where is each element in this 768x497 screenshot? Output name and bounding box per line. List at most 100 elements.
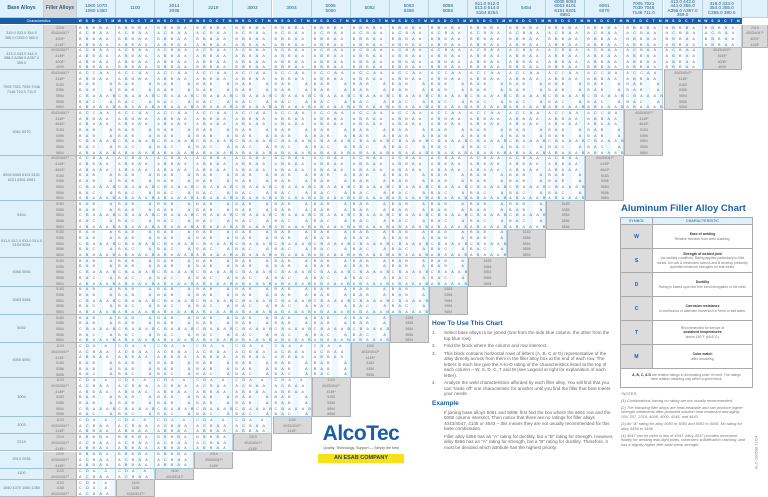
characteristic-letter: M — [697, 19, 701, 23]
rating-line: ABAAAB — [274, 150, 315, 155]
characteristic-letter: C — [254, 19, 258, 23]
rating-line: ACBAA — [274, 349, 314, 354]
rating-line: ABAAAB — [79, 338, 120, 343]
characteristic-letter: M — [424, 19, 427, 23]
rating-line: ACBAA — [391, 48, 431, 53]
rating-line: ABBAA — [235, 116, 275, 121]
rating-line: CDA A — [118, 417, 156, 422]
filler-alloy-tail: 2319 4043/4047* 4009* 4145* — [741, 25, 768, 48]
rating-line: CBAAAB — [352, 213, 394, 218]
rating-block: BAB A BAB A CBAAAB BAC A ABAAAB — [77, 258, 117, 287]
rating-block: CDA A ACBAA ABBAA BAB A BAB A BAC A — [233, 343, 275, 378]
rating-line: ABAAA — [157, 167, 196, 172]
rating-line: ABAAAB — [587, 105, 628, 110]
characteristic-letter: T — [144, 19, 147, 23]
rating-line: ABAAAB — [470, 253, 511, 258]
rating-line: ABAAAB — [313, 224, 354, 229]
filler-alloy: 5654 — [56, 150, 64, 155]
rating-line: BAC A — [196, 275, 234, 280]
rating-line: ABBAA — [274, 389, 314, 394]
filler-alloy: 4043/4047* — [51, 349, 69, 354]
rating-line: BAB A — [430, 258, 469, 263]
rating-line: ABAAAB — [196, 105, 237, 110]
rating-line: ABBAA — [157, 162, 196, 167]
characteristic-letter: W — [704, 19, 708, 23]
rating-line: ACBAA — [313, 31, 353, 36]
filler-alloy-list: 2319 4043/4047* 4145* — [44, 434, 77, 452]
rating-line: ABAAA — [470, 122, 509, 127]
rating-line: ACBAA — [235, 48, 275, 53]
rating-line: BAB A — [196, 292, 234, 297]
rating-line: BAC A — [196, 412, 234, 417]
rating-block: BAB A BAB A CBAAAB BAC A ABAAAB — [116, 258, 156, 287]
column-header: 2014 2036 — [155, 0, 195, 18]
rating-line: ABBAA — [274, 42, 314, 47]
characteristic-letter: S — [515, 19, 518, 23]
rating-line: BAB A — [626, 82, 664, 87]
filler-alloy: 5554 — [679, 93, 687, 98]
rating-block: ACBAA ABBAA ABBAA BBBAA — [468, 47, 509, 71]
rating-line: BAB A — [157, 400, 195, 405]
filler-alloy: 1100 — [56, 378, 64, 383]
rating-line: ACBAA — [118, 156, 158, 161]
rating-line: ABBAA — [587, 42, 627, 47]
rating-line: BBBAA — [548, 36, 587, 41]
rating-line: BBBBA — [118, 25, 157, 30]
rating-block: BBBBA ACBAA BBBAA ABBAA — [702, 25, 742, 48]
rating-line: ACBAA — [235, 349, 275, 354]
rating-line: BAB A — [430, 133, 469, 138]
filler-alloy: 5556 — [56, 190, 64, 195]
rating-line: BBBAA — [352, 65, 392, 70]
filler-alloy-tail: 5183 5356 5554 5556 5654 — [389, 315, 429, 344]
filler-alloy: 1100 — [170, 469, 179, 474]
rating-line: ACCAA — [79, 110, 119, 115]
rating-line: BAB A — [118, 315, 156, 320]
rating-line: ABBAA — [235, 59, 275, 64]
rating-line: ACBAA — [235, 31, 275, 36]
rating-block: ACBAA ABBAA ABBAA BBBAA — [428, 47, 468, 71]
rating-line: BAB A — [157, 236, 195, 240]
base-alloy-row-label: 413.0 443.0 444.0 356.0 A356.0 A357.0 35… — [0, 47, 44, 71]
rating-line: CBAAAB — [313, 139, 355, 144]
rating-line: CDA A — [196, 378, 234, 383]
rating-line: BAB A — [157, 395, 195, 400]
rating-line: ABAAA — [352, 122, 392, 127]
filler-alloy: 5183 — [366, 361, 375, 366]
rating-line: BAC A — [157, 332, 195, 337]
rating-line: BAC A — [118, 218, 156, 223]
rating-line: BAB A — [118, 264, 156, 269]
rating-line: BAB A — [79, 395, 117, 400]
characteristic-letter: W — [391, 19, 395, 23]
rating-line: ABBAA — [509, 42, 548, 47]
filler-alloy: 5554 — [56, 184, 64, 189]
rating-line: ABAAAB — [352, 196, 394, 201]
rating-line: CDA A — [79, 417, 117, 422]
rating-line: CBAAAB — [79, 93, 120, 98]
rating-line: BAB A — [313, 315, 351, 320]
filler-alloy-list: 1100 4043/4047* — [44, 468, 77, 480]
filler-alloy: 4043/4047* — [595, 156, 614, 161]
rating-line: BAB A — [118, 82, 156, 87]
rating-line: CBAAAB — [196, 213, 237, 218]
rating-line: ABAAAB — [391, 309, 433, 314]
rating-line: BAB A — [470, 133, 508, 138]
rating-line: BAB A — [196, 82, 234, 87]
rating-line: ABBAA — [118, 116, 157, 121]
rating-line: ACCAA — [509, 71, 549, 76]
rating-line: ABBAA — [548, 59, 587, 64]
filler-alloy-tail: 5183 5356 5554 5556 5654 — [507, 229, 547, 259]
rating-line: BAC A — [235, 218, 273, 223]
rating-line: BAB A — [118, 230, 156, 235]
rating-line: CBAAAB — [587, 93, 628, 98]
rating-line: ABAAAB — [509, 224, 550, 229]
filler-alloy: 5183 — [483, 258, 492, 263]
filler-alloy: 4145* — [287, 429, 297, 434]
rating-line: BAB A — [274, 321, 312, 326]
rating-line: ACBAA — [470, 48, 509, 53]
rating-line: CBAAAB — [196, 406, 237, 411]
rating-line: BAC A — [352, 190, 391, 195]
